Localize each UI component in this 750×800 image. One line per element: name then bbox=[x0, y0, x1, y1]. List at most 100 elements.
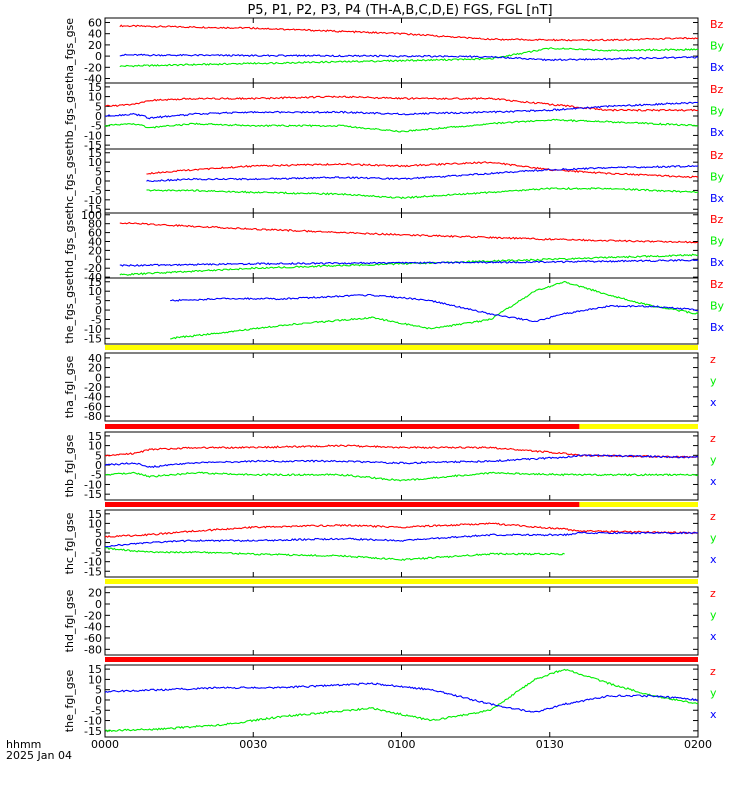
y-axis-label: tha_fgl_gse bbox=[63, 356, 76, 419]
status-bar-segment bbox=[579, 424, 698, 429]
y-tick-label: -80 bbox=[84, 410, 102, 423]
series-Bx-line bbox=[119, 259, 699, 267]
y-tick-label: 0 bbox=[95, 459, 102, 472]
legend-Bz: Bz bbox=[710, 278, 724, 291]
y-tick-label: 0 bbox=[95, 537, 102, 550]
legend-z: z bbox=[710, 665, 716, 678]
y-tick-label: 5 bbox=[95, 100, 102, 113]
y-tick-label: -5 bbox=[91, 120, 102, 133]
series-x-line bbox=[104, 454, 699, 469]
y-tick-label: 40 bbox=[88, 235, 102, 248]
y-tick-label: 20 bbox=[88, 587, 102, 600]
y-axis-label: the_fgs_gse bbox=[63, 278, 76, 343]
series-By-line bbox=[104, 118, 699, 133]
series-Bz-line bbox=[104, 95, 699, 112]
y-tick-label: -5 bbox=[91, 184, 102, 197]
series-By-line bbox=[119, 47, 699, 68]
status-bar-segment bbox=[105, 345, 698, 350]
y-tick-label: 0 bbox=[95, 304, 102, 317]
y-tick-label: 20 bbox=[88, 39, 102, 52]
y-tick-label: 15 bbox=[88, 508, 102, 521]
series-Bz-line bbox=[119, 221, 699, 244]
y-tick-label: 10 bbox=[88, 285, 102, 298]
legend-Bz: Bz bbox=[710, 18, 724, 31]
status-bar-segment bbox=[105, 424, 580, 429]
legend-By: By bbox=[710, 235, 725, 248]
y-axis-label: thd_fgl_gse bbox=[63, 589, 76, 652]
series-Bx-line bbox=[170, 293, 699, 323]
y-tick-label: 20 bbox=[88, 362, 102, 375]
y-tick-label: 15 bbox=[88, 81, 102, 94]
legend-y: y bbox=[710, 687, 717, 700]
panel-frame bbox=[104, 431, 699, 501]
y-tick-label: 60 bbox=[88, 16, 102, 29]
y-tick-label: 10 bbox=[88, 91, 102, 104]
legend-Bz: Bz bbox=[710, 149, 724, 162]
legend-x: x bbox=[710, 708, 717, 721]
x-tick-label: 0200 bbox=[684, 738, 712, 751]
panel-frame bbox=[104, 277, 699, 345]
y-tick-label: -60 bbox=[84, 632, 102, 645]
time-axis: 0000 0030 0100 0130 0200 bbox=[91, 738, 712, 751]
panel-frame bbox=[104, 212, 699, 279]
y-tick-label: -10 bbox=[84, 323, 102, 336]
y-axis-label: the_fgl_gse bbox=[63, 670, 76, 733]
legend-By: By bbox=[710, 300, 725, 313]
y-tick-label: -80 bbox=[84, 643, 102, 656]
y-tick-label: 10 bbox=[88, 517, 102, 530]
legend-By: By bbox=[710, 105, 725, 118]
y-axis-label: thb_fgl_gse bbox=[63, 434, 76, 497]
legend-y: y bbox=[710, 454, 717, 467]
y-axis-label: thd_fgs_gse bbox=[63, 213, 76, 279]
status-bar-segment bbox=[105, 579, 698, 584]
y-tick-label: 15 bbox=[88, 147, 102, 160]
y-tick-label: 10 bbox=[88, 673, 102, 686]
x-tick-label: 0000 bbox=[91, 738, 119, 751]
y-tick-label: -5 bbox=[91, 313, 102, 326]
legend-Bx: Bx bbox=[710, 61, 725, 74]
y-axis-label: thc_fgs_gse bbox=[63, 149, 76, 214]
y-tick-label: 0 bbox=[95, 598, 102, 611]
series-Bz-line bbox=[146, 161, 699, 179]
y-tick-label: 60 bbox=[88, 227, 102, 240]
legend-Bx: Bx bbox=[710, 192, 725, 205]
legend-Bx: Bx bbox=[710, 321, 725, 334]
x-tick-label: 0030 bbox=[239, 738, 267, 751]
y-tick-label: -15 bbox=[84, 488, 102, 501]
series-Bx-line bbox=[104, 101, 699, 120]
legend-Bx: Bx bbox=[710, 126, 725, 139]
legend-Bx: Bx bbox=[710, 256, 725, 269]
series-x-line bbox=[104, 531, 699, 548]
series-y-line bbox=[104, 668, 699, 733]
legend-z: z bbox=[710, 510, 716, 523]
y-tick-label: -10 bbox=[84, 715, 102, 728]
y-tick-label: -10 bbox=[84, 129, 102, 142]
y-tick-label: -20 bbox=[84, 609, 102, 622]
y-tick-label: -5 bbox=[91, 704, 102, 717]
y-tick-label: -5 bbox=[91, 469, 102, 482]
y-tick-label: 15 bbox=[88, 276, 102, 289]
y-tick-label: -10 bbox=[84, 194, 102, 207]
y-tick-label: 40 bbox=[88, 352, 102, 365]
y-tick-label: 10 bbox=[88, 440, 102, 453]
legend-y: y bbox=[710, 375, 717, 388]
legend-Bz: Bz bbox=[710, 213, 724, 226]
status-bar-segment bbox=[579, 502, 698, 507]
y-tick-label: -15 bbox=[84, 203, 102, 216]
legend-x: x bbox=[710, 553, 717, 566]
y-tick-label: 0 bbox=[95, 253, 102, 266]
series-By-line bbox=[146, 186, 698, 200]
legend-By: By bbox=[710, 40, 725, 53]
y-tick-label: 20 bbox=[88, 244, 102, 257]
y-tick-label: 5 bbox=[95, 527, 102, 540]
legend-y: y bbox=[710, 532, 717, 545]
y-tick-label: 0 bbox=[95, 694, 102, 707]
legend-x: x bbox=[710, 630, 717, 643]
